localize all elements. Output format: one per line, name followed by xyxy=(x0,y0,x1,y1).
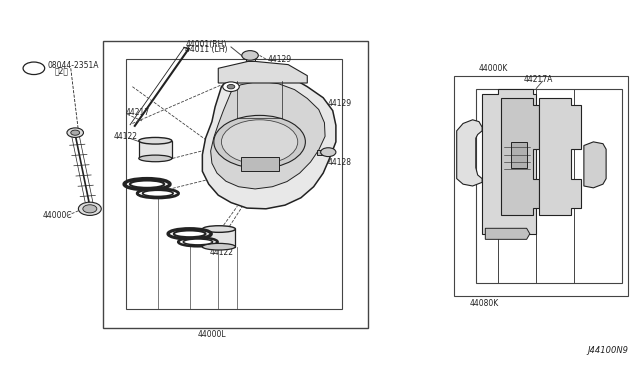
Circle shape xyxy=(23,62,45,74)
Text: 44129: 44129 xyxy=(328,99,352,108)
Polygon shape xyxy=(202,70,336,209)
Text: 44000L: 44000L xyxy=(198,330,226,339)
Polygon shape xyxy=(202,229,236,247)
Circle shape xyxy=(227,84,235,89)
Text: 44128: 44128 xyxy=(328,158,351,167)
Text: 44000C: 44000C xyxy=(42,211,72,220)
Text: 〈2〉: 〈2〉 xyxy=(54,66,68,75)
Polygon shape xyxy=(511,142,527,168)
Polygon shape xyxy=(540,98,580,215)
Circle shape xyxy=(78,202,101,215)
Text: J44100N9: J44100N9 xyxy=(588,346,628,355)
Polygon shape xyxy=(482,89,536,234)
Polygon shape xyxy=(317,150,328,155)
Ellipse shape xyxy=(130,180,164,188)
Text: 44000K: 44000K xyxy=(479,64,508,73)
Text: 44001(RH): 44001(RH) xyxy=(185,40,227,49)
Circle shape xyxy=(242,51,259,60)
Polygon shape xyxy=(501,98,540,215)
Polygon shape xyxy=(584,142,606,188)
Polygon shape xyxy=(457,120,482,186)
Polygon shape xyxy=(218,61,307,83)
Text: 44217A: 44217A xyxy=(524,75,553,84)
Text: 44122: 44122 xyxy=(209,248,234,257)
Ellipse shape xyxy=(173,231,205,237)
Polygon shape xyxy=(139,141,172,158)
Circle shape xyxy=(321,148,336,157)
Text: 44122: 44122 xyxy=(113,132,138,141)
Ellipse shape xyxy=(202,226,236,232)
Circle shape xyxy=(71,130,79,135)
Text: B: B xyxy=(31,65,36,71)
Circle shape xyxy=(223,82,239,92)
Ellipse shape xyxy=(139,137,172,144)
Circle shape xyxy=(67,128,83,137)
Polygon shape xyxy=(241,157,278,171)
Text: 44011 (LH): 44011 (LH) xyxy=(185,45,228,54)
Polygon shape xyxy=(246,55,255,61)
Polygon shape xyxy=(485,228,530,239)
Circle shape xyxy=(83,205,97,213)
Ellipse shape xyxy=(202,243,236,250)
Text: 44217: 44217 xyxy=(126,108,150,117)
Ellipse shape xyxy=(143,190,173,196)
Ellipse shape xyxy=(183,239,212,245)
Ellipse shape xyxy=(139,155,172,162)
Circle shape xyxy=(214,115,305,169)
Text: 44080K: 44080K xyxy=(469,299,499,308)
Polygon shape xyxy=(211,81,325,189)
Text: 08044-2351A: 08044-2351A xyxy=(48,61,99,70)
Text: 44129: 44129 xyxy=(268,55,292,64)
Circle shape xyxy=(221,120,298,164)
